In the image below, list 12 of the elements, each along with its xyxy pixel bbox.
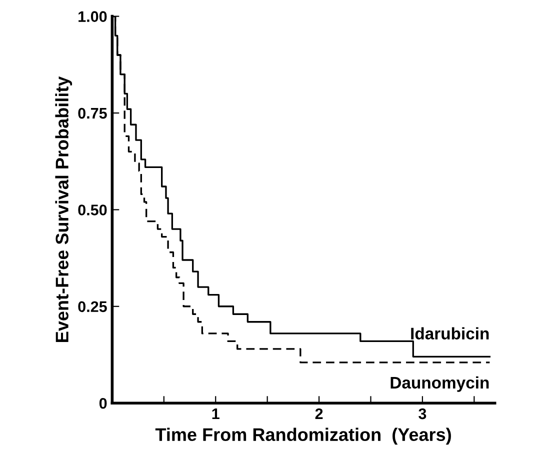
x-tick-label: 2	[315, 408, 323, 420]
x-tick-label: 3	[418, 408, 426, 420]
series-label: Idarubicin	[411, 327, 489, 340]
y-tick-label: 1.00	[78, 11, 107, 22]
y-tick-label: 0.25	[78, 301, 107, 312]
x-axis-title: Time From Randomization (Years)	[155, 428, 451, 445]
y-tick-label: 0.75	[78, 108, 107, 119]
y-axis-title: Event-Free Survival Probability	[55, 76, 72, 342]
y-tick-label: 0.50	[78, 204, 107, 216]
x-tick-label: 1	[212, 408, 220, 420]
series-label: Daunomycin	[390, 376, 489, 392]
y-tick-label: 0	[99, 398, 107, 409]
